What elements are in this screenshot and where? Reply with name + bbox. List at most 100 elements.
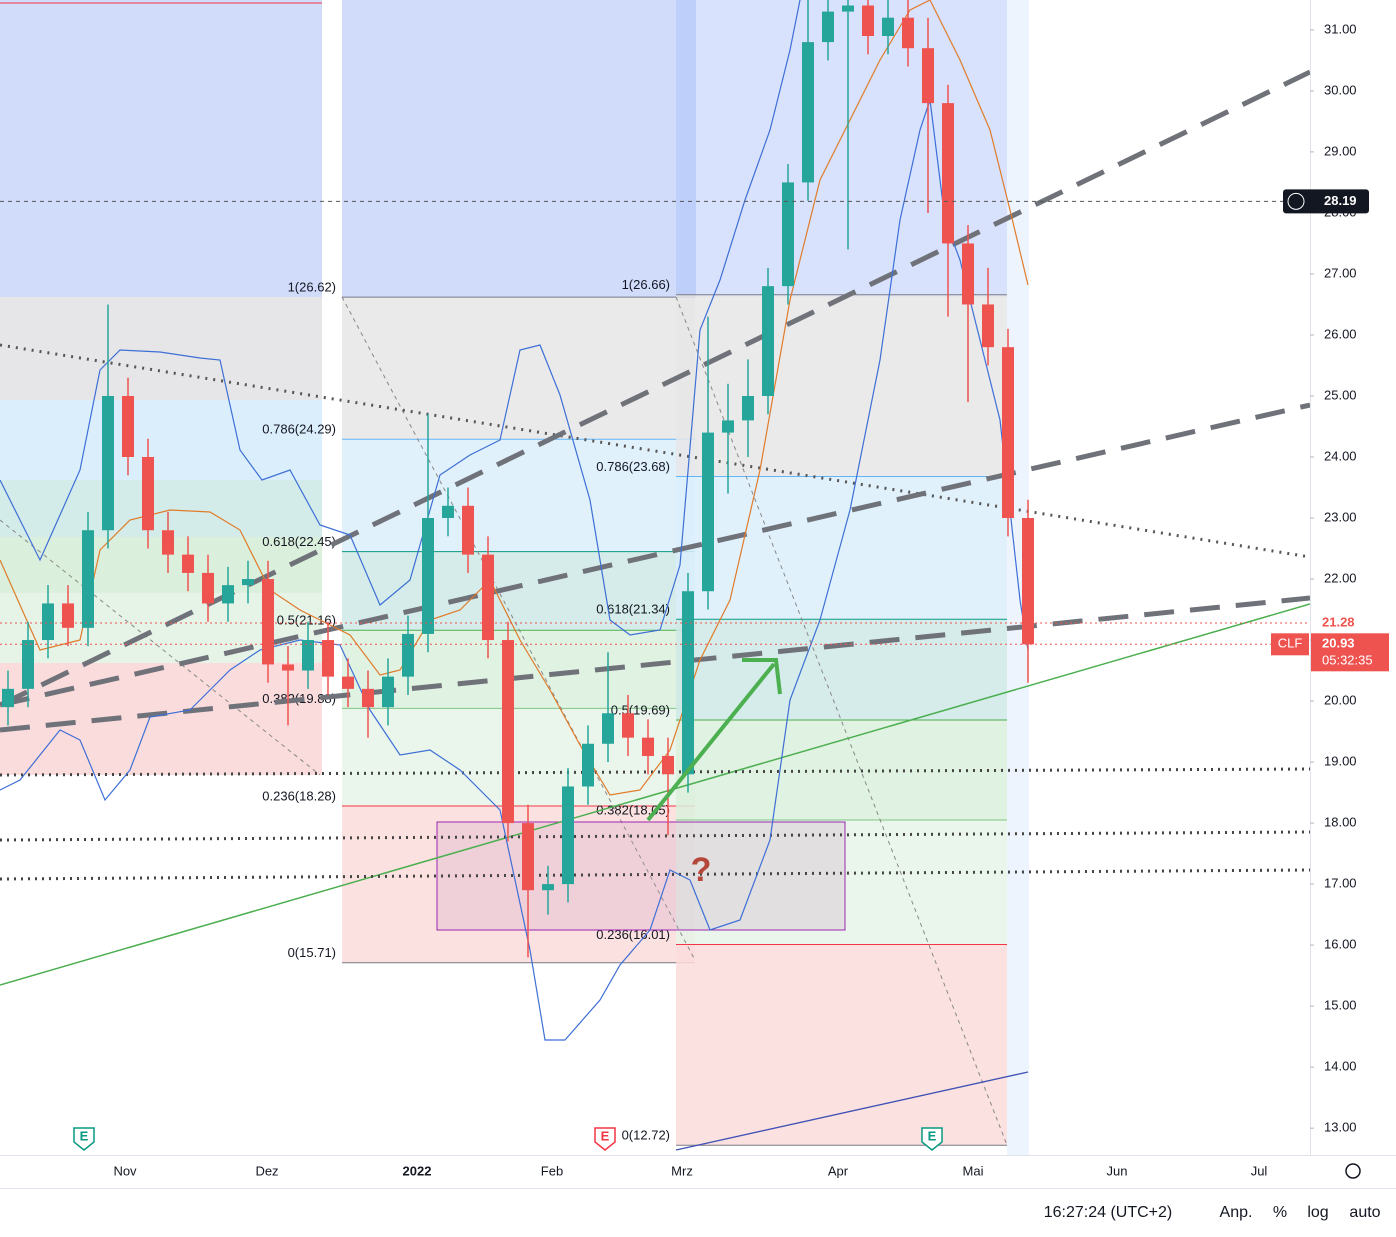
- candle-body: [742, 395, 754, 421]
- earnings-label: E: [928, 1128, 937, 1143]
- y-tick-label: 19.00: [1324, 754, 1357, 769]
- candle-body: [142, 456, 154, 531]
- fib-label: 0.236(16.01): [596, 927, 670, 942]
- candle-body: [902, 17, 914, 49]
- candle-body: [822, 11, 834, 43]
- y-tick-label: 13.00: [1324, 1120, 1357, 1135]
- candle-body: [842, 5, 854, 12]
- y-tick-label: 17.00: [1324, 876, 1357, 891]
- candle-body: [82, 530, 94, 628]
- candle-body: [62, 603, 74, 628]
- fib-label: 0(15.71): [288, 945, 336, 960]
- fib-zones: [0, 0, 1029, 1155]
- earnings-badge[interactable]: [921, 1127, 943, 1151]
- fib-label: 0.786(23.68): [596, 459, 670, 474]
- fib-label: 0.618(21.34): [596, 602, 670, 617]
- candle-body: [962, 243, 974, 305]
- candle-body: [782, 182, 794, 287]
- y-tick-label: 18.00: [1324, 815, 1357, 830]
- y-tick-label: 27.00: [1324, 265, 1357, 280]
- y-tick-label: 31.00: [1324, 21, 1357, 36]
- candle-body: [262, 579, 274, 665]
- candle-body: [42, 603, 54, 641]
- candle-body: [362, 688, 374, 708]
- fib-label: 0(12.72): [622, 1128, 670, 1143]
- candle-body: [762, 286, 774, 396]
- crosshair-tag: [1283, 189, 1369, 214]
- arrow: [646, 658, 782, 822]
- fib-zone: [676, 820, 1007, 945]
- y-tick-label: 24.00: [1324, 448, 1357, 463]
- candle-body: [862, 5, 874, 36]
- toolbar-button[interactable]: log: [1307, 1204, 1328, 1221]
- add-alert-icon[interactable]: [1287, 192, 1305, 210]
- candle-body: [342, 676, 354, 689]
- x-tick-label: Jun: [1107, 1163, 1128, 1178]
- fib-zone: [676, 476, 1007, 620]
- x-tick-label: Feb: [541, 1163, 563, 1178]
- settings-icon[interactable]: [1345, 1163, 1361, 1179]
- fib-zone: [676, 619, 1007, 720]
- drawings: [0, 0, 1310, 1151]
- candle-body: [562, 786, 574, 885]
- y-tick-label: 30.00: [1324, 82, 1357, 97]
- price-label: 21.28: [1322, 614, 1355, 629]
- candle-body: [322, 640, 334, 677]
- toolbar-button[interactable]: Anp.: [1220, 1204, 1253, 1221]
- earnings-label: E: [80, 1128, 89, 1143]
- price-tag: [1311, 612, 1371, 633]
- candle-body: [122, 395, 134, 457]
- earnings-badge[interactable]: [594, 1127, 616, 1151]
- fib-zone: [342, 630, 695, 709]
- candle-body: [602, 713, 614, 744]
- annotation: ?: [691, 851, 712, 889]
- y-tick-label: 26.00: [1324, 326, 1357, 341]
- fib-zone: [342, 805, 695, 963]
- fib-label: 0.236(18.28): [262, 788, 336, 803]
- last-price: 20.93: [1322, 636, 1355, 651]
- last-price-tag: [1311, 633, 1389, 672]
- fib-label: 1(26.66): [622, 277, 670, 292]
- candle-body: [162, 530, 174, 555]
- candle-body: [882, 17, 894, 36]
- y-tick-label: 15.00: [1324, 998, 1357, 1013]
- candle-body: [402, 633, 414, 677]
- candle-body: [1022, 518, 1034, 645]
- fib-zone: [342, 708, 695, 806]
- fib-label: 1(26.62): [288, 280, 336, 295]
- toolbar-button[interactable]: auto: [1349, 1204, 1380, 1221]
- candle-body: [542, 884, 554, 891]
- candle-body: [642, 737, 654, 756]
- x-tick-label: Jul: [1251, 1163, 1268, 1178]
- toolbar-button[interactable]: %: [1273, 1204, 1287, 1221]
- countdown: 05:32:35: [1322, 653, 1373, 668]
- candle-body: [702, 432, 714, 592]
- x-tick-label: Mrz: [671, 1163, 693, 1178]
- fib-label: 0.5(21.16): [277, 613, 336, 628]
- fib-zone: [676, 944, 1007, 1146]
- candle-body: [722, 420, 734, 433]
- crosshair-price: 28.19: [1324, 193, 1357, 208]
- x-tick-label: 2022: [403, 1163, 432, 1178]
- fib-zone: [342, 297, 695, 440]
- candle-body: [242, 579, 254, 586]
- candle-body: [662, 755, 674, 775]
- fib-zone: [342, 439, 695, 552]
- candle-body: [2, 688, 14, 708]
- x-tick-label: Apr: [828, 1163, 849, 1178]
- symbol-tag: [1271, 633, 1309, 656]
- y-tick-label: 25.00: [1324, 387, 1357, 402]
- candle-body: [582, 743, 594, 787]
- earnings-label: E: [601, 1128, 610, 1143]
- fib-label: 0.786(24.29): [262, 422, 336, 437]
- candle-body: [502, 640, 514, 824]
- candle-body: [22, 640, 34, 689]
- x-tick-label: Mai: [963, 1163, 984, 1178]
- candle-body: [282, 664, 294, 671]
- earnings-badge[interactable]: [73, 1127, 95, 1151]
- candle-body: [182, 554, 194, 573]
- candle-body: [302, 640, 314, 671]
- candle-body: [1002, 347, 1014, 519]
- y-tick-label: 29.00: [1324, 143, 1357, 158]
